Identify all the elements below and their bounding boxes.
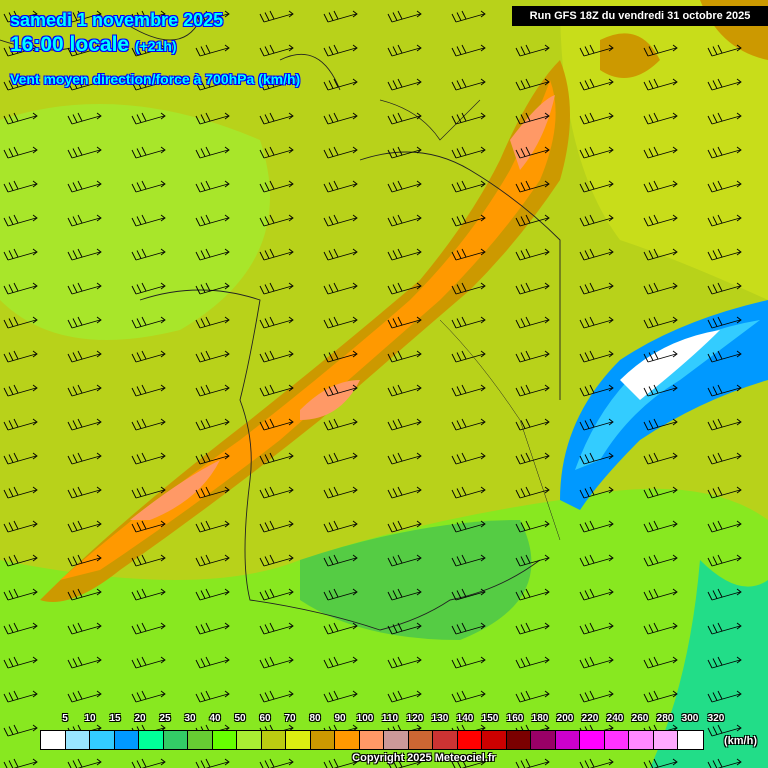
legend-label: 120 <box>406 713 424 724</box>
legend-label: 25 <box>159 713 171 724</box>
legend-swatch <box>580 731 605 749</box>
color-scale-legend <box>40 730 704 750</box>
legend-label: 200 <box>556 713 574 724</box>
legend-swatch <box>506 731 531 749</box>
legend-swatch <box>457 731 482 749</box>
legend-label: 260 <box>631 713 649 724</box>
legend-label: 80 <box>309 713 321 724</box>
forecast-offset: (+21h) <box>134 38 177 54</box>
legend-swatch <box>678 731 703 749</box>
forecast-date: samedi 1 novembre 2025 <box>10 10 224 30</box>
legend-label: 150 <box>481 713 499 724</box>
legend-labels: 5 10 15 20 25 30 40 50 60 70 80 90 100 110 120 130 140 15… <box>40 713 724 727</box>
legend-label: 280 <box>656 713 674 724</box>
legend-label: 30 <box>184 713 196 724</box>
legend-label: 5 <box>62 713 68 724</box>
legend-swatch <box>359 731 384 749</box>
legend-swatch <box>114 731 139 749</box>
legend-swatch <box>286 731 311 749</box>
legend-swatch <box>653 731 678 749</box>
legend-swatch <box>384 731 409 749</box>
legend-label: 90 <box>334 713 346 724</box>
legend-label: 60 <box>259 713 271 724</box>
forecast-time: 16:00 locale (+21h) <box>10 33 177 57</box>
legend-label: 140 <box>456 713 474 724</box>
legend-swatch <box>629 731 654 749</box>
legend-swatch <box>212 731 237 749</box>
legend-label: 220 <box>581 713 599 724</box>
legend-label: 320 <box>707 713 725 724</box>
legend-swatch <box>531 731 556 749</box>
legend-swatch <box>139 731 164 749</box>
legend-label: 40 <box>209 713 221 724</box>
parameter-title: Vent moyen direction/force à 700hPa (km/… <box>10 71 301 87</box>
legend-label: 50 <box>234 713 246 724</box>
legend-swatch <box>163 731 188 749</box>
legend-label: 180 <box>531 713 549 724</box>
legend-swatch <box>604 731 629 749</box>
legend-label: 15 <box>109 713 121 724</box>
legend-swatch <box>408 731 433 749</box>
legend-label: 130 <box>431 713 449 724</box>
legend-swatch <box>90 731 115 749</box>
legend-swatch <box>482 731 507 749</box>
forecast-local-time: 16:00 locale <box>10 33 130 56</box>
legend-unit: (km/h) <box>724 735 757 747</box>
legend-swatch <box>555 731 580 749</box>
legend-swatch <box>188 731 213 749</box>
legend-label: 70 <box>284 713 296 724</box>
legend-label: 20 <box>134 713 146 724</box>
legend-swatch <box>65 731 90 749</box>
legend-label: 300 <box>681 713 699 724</box>
legend-swatch <box>335 731 360 749</box>
legend-swatch <box>41 731 66 749</box>
legend-swatch <box>261 731 286 749</box>
legend-label: 240 <box>606 713 624 724</box>
legend-label: 100 <box>356 713 374 724</box>
legend-label: 110 <box>381 713 399 724</box>
legend-swatch <box>310 731 335 749</box>
copyright: Copyright 2025 Meteociel.fr <box>352 752 496 764</box>
legend-swatch <box>433 731 458 749</box>
legend-label: 10 <box>84 713 96 724</box>
legend-swatch <box>237 731 262 749</box>
legend-label: 160 <box>506 713 524 724</box>
model-run-label: Run GFS 18Z du vendredi 31 octobre 2025 <box>512 6 768 26</box>
